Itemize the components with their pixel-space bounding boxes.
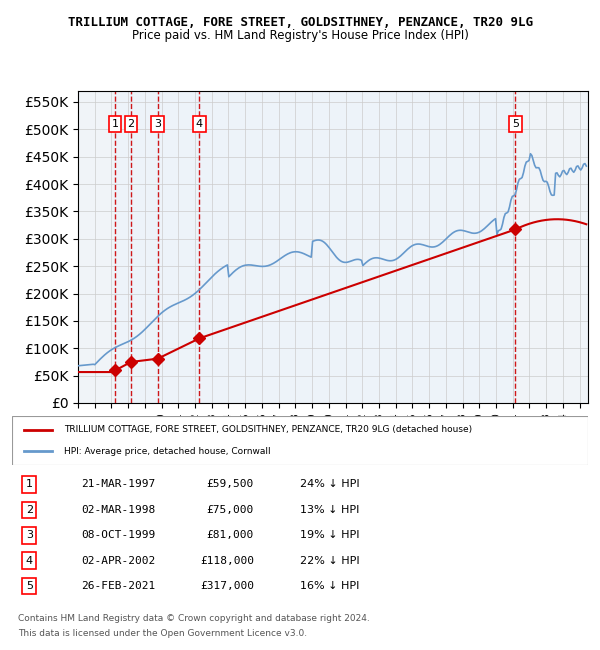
Text: 21-MAR-1997: 21-MAR-1997: [81, 480, 155, 489]
FancyBboxPatch shape: [12, 416, 588, 465]
Text: 3: 3: [26, 530, 33, 540]
Text: 16% ↓ HPI: 16% ↓ HPI: [300, 581, 359, 591]
Text: 2: 2: [127, 119, 134, 129]
Text: 5: 5: [26, 581, 33, 591]
Text: Price paid vs. HM Land Registry's House Price Index (HPI): Price paid vs. HM Land Registry's House …: [131, 29, 469, 42]
Text: £59,500: £59,500: [206, 480, 254, 489]
Text: 19% ↓ HPI: 19% ↓ HPI: [300, 530, 359, 540]
Bar: [158, 91, 199, 403]
Text: 02-MAR-1998: 02-MAR-1998: [81, 505, 155, 515]
Text: This data is licensed under the Open Government Licence v3.0.: This data is licensed under the Open Gov…: [18, 629, 307, 638]
Text: HPI: Average price, detached house, Cornwall: HPI: Average price, detached house, Corn…: [64, 447, 271, 456]
Text: 1: 1: [26, 480, 33, 489]
Text: £75,000: £75,000: [206, 505, 254, 515]
Text: 5: 5: [512, 119, 519, 129]
Text: Contains HM Land Registry data © Crown copyright and database right 2024.: Contains HM Land Registry data © Crown c…: [18, 614, 370, 623]
Bar: [115, 91, 131, 403]
Text: 4: 4: [26, 556, 33, 566]
Text: 13% ↓ HPI: 13% ↓ HPI: [300, 505, 359, 515]
Text: £118,000: £118,000: [200, 556, 254, 566]
Text: 24% ↓ HPI: 24% ↓ HPI: [300, 480, 359, 489]
Text: 2: 2: [26, 505, 33, 515]
Text: £317,000: £317,000: [200, 581, 254, 591]
Text: 02-APR-2002: 02-APR-2002: [81, 556, 155, 566]
Text: 4: 4: [196, 119, 203, 129]
Text: 3: 3: [154, 119, 161, 129]
Text: 22% ↓ HPI: 22% ↓ HPI: [300, 556, 359, 566]
Text: TRILLIUM COTTAGE, FORE STREET, GOLDSITHNEY, PENZANCE, TR20 9LG: TRILLIUM COTTAGE, FORE STREET, GOLDSITHN…: [67, 16, 533, 29]
Text: £81,000: £81,000: [206, 530, 254, 540]
Text: 26-FEB-2021: 26-FEB-2021: [81, 581, 155, 591]
Bar: [199, 91, 515, 403]
Bar: [131, 91, 158, 403]
Text: TRILLIUM COTTAGE, FORE STREET, GOLDSITHNEY, PENZANCE, TR20 9LG (detached house): TRILLIUM COTTAGE, FORE STREET, GOLDSITHN…: [64, 425, 472, 434]
Text: 1: 1: [112, 119, 119, 129]
Text: 08-OCT-1999: 08-OCT-1999: [81, 530, 155, 540]
